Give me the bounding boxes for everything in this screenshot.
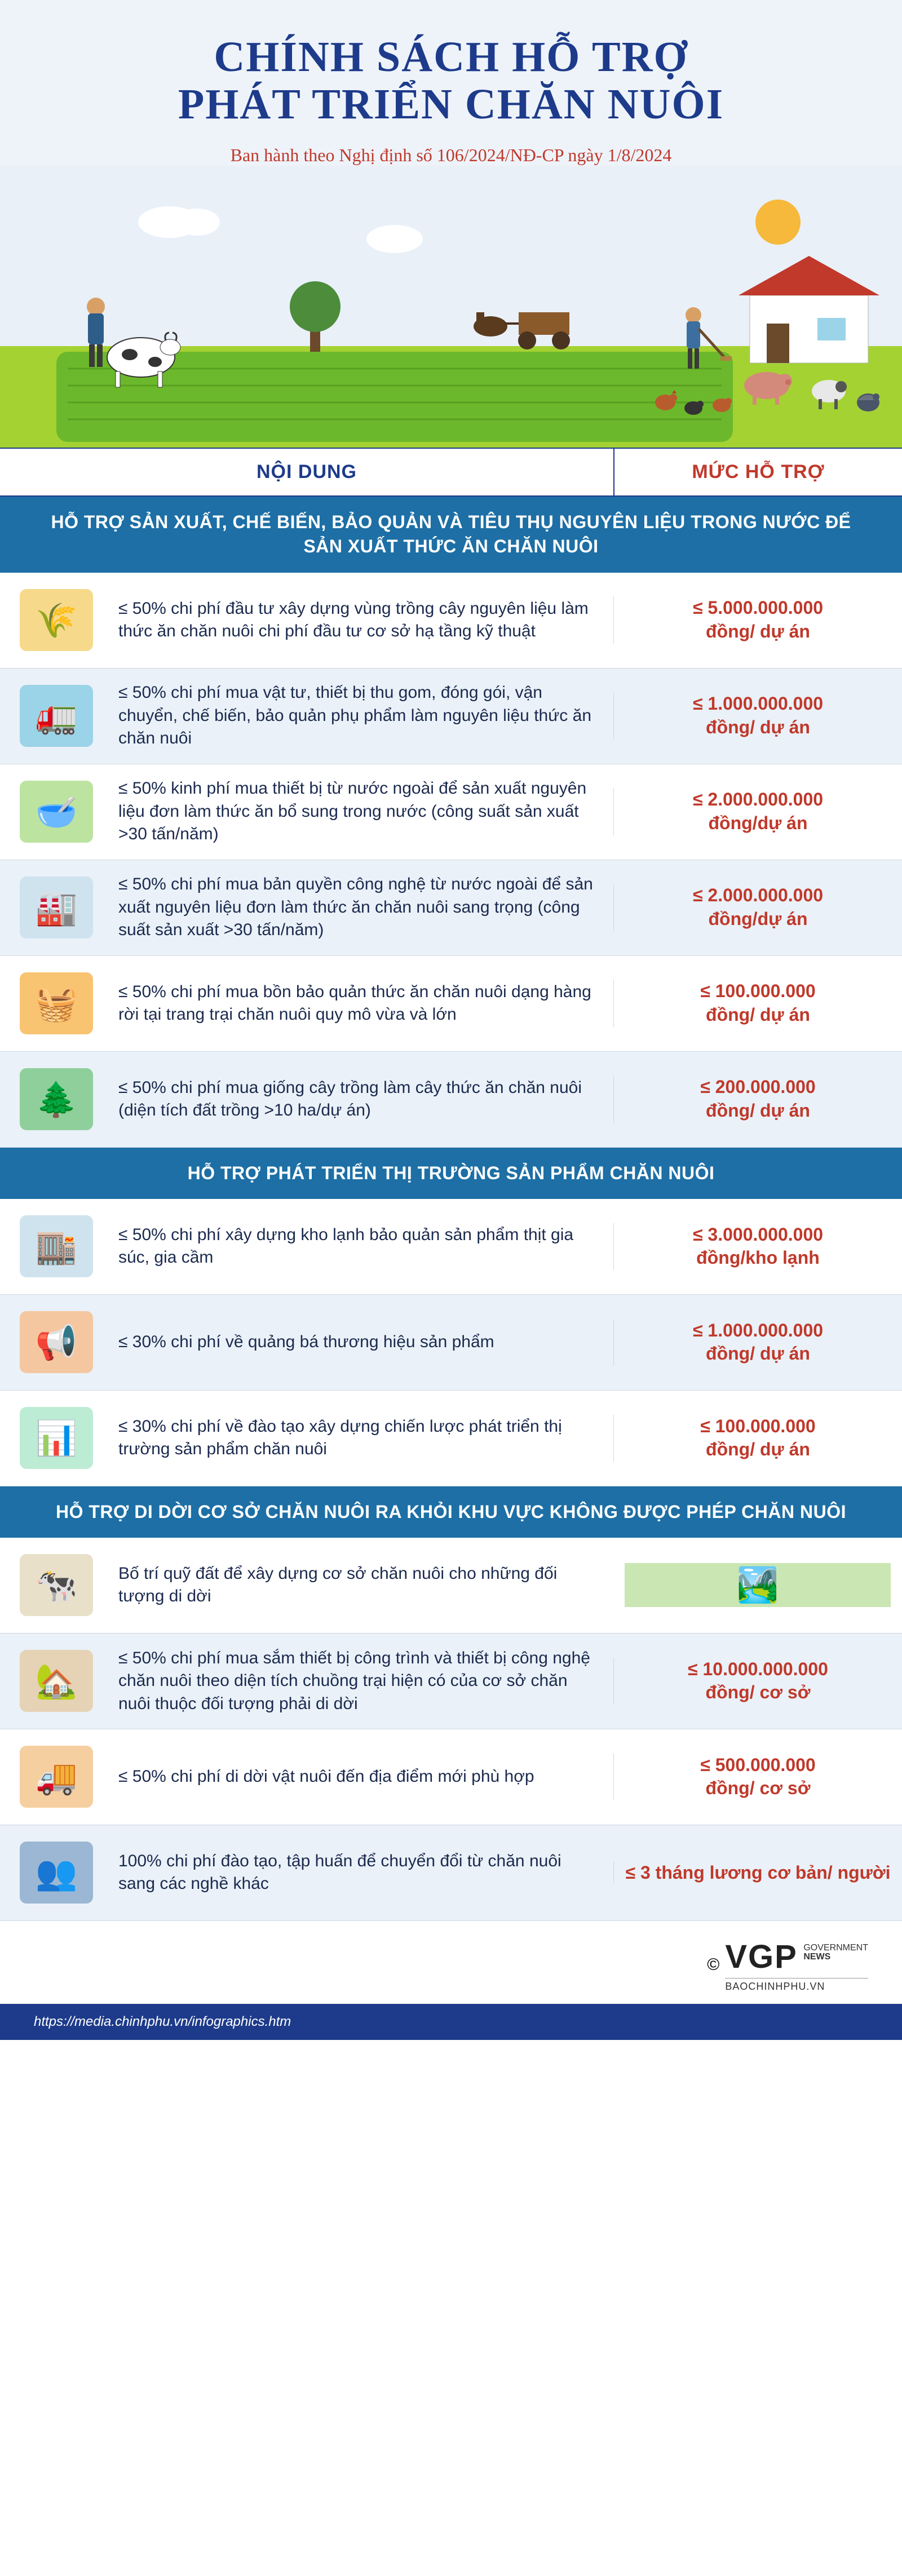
row-icon-cell: 🏭	[0, 877, 113, 939]
row-icon: 📊	[20, 1407, 93, 1469]
row-description: ≤ 50% chi phí xây dựng kho lạnh bảo quản…	[113, 1224, 613, 1269]
footer: © VGP GOVERNMENT NEWS BAOCHINHPHU.VN	[0, 1921, 902, 2004]
row-description: 100% chi phí đào tạo, tập huấn để chuyển…	[113, 1850, 613, 1896]
row-icon: 👥	[20, 1842, 93, 1904]
section-banner: HỖ TRỢ PHÁT TRIỂN THỊ TRƯỜNG SẢN PHẨM CH…	[0, 1148, 902, 1199]
row-icon-cell: 📊	[0, 1407, 113, 1469]
sections-container: HỖ TRỢ SẢN XUẤT, CHẾ BIẾN, BẢO QUẢN VÀ T…	[0, 497, 902, 1921]
row-amount: 🏞️	[613, 1563, 902, 1607]
farm-scene-illustration	[0, 166, 902, 448]
policy-row: 🌲 ≤ 50% chi phí mua giống cây trồng làm c…	[0, 1052, 902, 1148]
policy-row: 👥 100% chi phí đào tạo, tập huấn để chuyể…	[0, 1825, 902, 1921]
brand-tag-1: GOVERNMENT	[803, 1944, 868, 1953]
source-bar: https://media.chinhphu.vn/infographics.h…	[0, 2004, 902, 2040]
policy-row: 🧺 ≤ 50% chi phí mua bồn bảo quản thức ăn …	[0, 956, 902, 1052]
row-description: ≤ 50% chi phí di dời vật nuôi đến địa đi…	[113, 1765, 613, 1789]
row-description: Bố trí quỹ đất để xây dựng cơ sở chăn nu…	[113, 1563, 613, 1608]
policy-row: 🌾 ≤ 50% chi phí đầu tư xây dựng vùng trồn…	[0, 573, 902, 669]
row-icon-cell: 📢	[0, 1311, 113, 1373]
title-line-2: PHÁT TRIỂN CHĂN NUÔI	[178, 81, 724, 128]
row-icon: 🚛	[20, 685, 93, 747]
row-icon: 🧺	[20, 972, 93, 1034]
row-icon-cell: 🐄	[0, 1554, 113, 1616]
row-description: ≤ 50% chi phí mua vật tư, thiết bị thu g…	[113, 681, 613, 750]
main-title: CHÍNH SÁCH HỖ TRỢ PHÁT TRIỂN CHĂN NUÔI	[23, 34, 879, 128]
row-amount: ≤ 1.000.000.000đồng/ dự án	[613, 1319, 902, 1366]
row-icon: 📢	[20, 1311, 93, 1373]
row-amount: ≤ 100.000.000đồng/ dự án	[613, 1415, 902, 1462]
row-description: ≤ 50% chi phí mua giống cây trồng làm câ…	[113, 1077, 613, 1122]
header: CHÍNH SÁCH HỖ TRỢ PHÁT TRIỂN CHĂN NUÔI B…	[0, 0, 902, 166]
row-icon: 🏬	[20, 1215, 93, 1277]
row-description: ≤ 50% chi phí mua sắm thiết bị công trìn…	[113, 1647, 613, 1716]
row-icon: 🌾	[20, 589, 93, 651]
source-url: https://media.chinhphu.vn/infographics.h…	[34, 2014, 291, 2029]
row-description: ≤ 50% chi phí đầu tư xây dựng vùng trồng…	[113, 597, 613, 643]
policy-row: 🏬 ≤ 50% chi phí xây dựng kho lạnh bảo quả…	[0, 1199, 902, 1295]
row-amount: ≤ 2.000.000.000đồng/dự án	[613, 788, 902, 835]
policy-row: 🐄 Bố trí quỹ đất để xây dựng cơ sở chăn n…	[0, 1538, 902, 1634]
section-banner: HỖ TRỢ SẢN XUẤT, CHẾ BIẾN, BẢO QUẢN VÀ T…	[0, 497, 902, 572]
infographic-page: CHÍNH SÁCH HỖ TRỢ PHÁT TRIỂN CHĂN NUÔI B…	[0, 0, 902, 2040]
col-header-amount: MỨC HỖ TRỢ	[613, 449, 902, 495]
row-description: ≤ 50% chi phí mua bản quyền công nghệ từ…	[113, 873, 613, 942]
column-header: NỘI DUNG MỨC HỖ TRỢ	[0, 448, 902, 497]
farm-scene-svg	[0, 166, 902, 448]
row-amount: ≤ 10.000.000.000đồng/ cơ sở	[613, 1658, 902, 1705]
subtitle: Ban hành theo Nghị định số 106/2024/NĐ-C…	[23, 145, 879, 166]
policy-row: 🚚 ≤ 50% chi phí di dời vật nuôi đến địa đ…	[0, 1729, 902, 1825]
policy-row: 🏭 ≤ 50% chi phí mua bản quyền công nghệ t…	[0, 860, 902, 956]
row-amount: ≤ 100.000.000đồng/ dự án	[613, 980, 902, 1026]
brand-site: BAOCHINHPHU.VN	[725, 1978, 868, 1993]
policy-row: 🏡 ≤ 50% chi phí mua sắm thiết bị công trì…	[0, 1634, 902, 1729]
row-icon-cell: 🥣	[0, 781, 113, 843]
row-amount: ≤ 3 tháng lương cơ bản/ người	[613, 1861, 902, 1885]
policy-row: 📊 ≤ 30% chi phí về đào tạo xây dựng chiến…	[0, 1391, 902, 1486]
copyright-symbol: ©	[707, 1955, 719, 1975]
row-icon: 🏡	[20, 1650, 93, 1712]
row-icon: 🥣	[20, 781, 93, 843]
row-description: ≤ 30% chi phí về đào tạo xây dựng chiến …	[113, 1415, 613, 1461]
row-icon: 🏭	[20, 877, 93, 939]
row-icon-cell: 🧺	[0, 972, 113, 1034]
amount-illustration-icon: 🏞️	[625, 1563, 891, 1607]
brand-tag-2: NEWS	[803, 1953, 868, 1962]
row-icon-cell: 🌲	[0, 1068, 113, 1130]
row-icon-cell: 👥	[0, 1842, 113, 1904]
row-icon-cell: 🏬	[0, 1215, 113, 1277]
row-icon-cell: 🚛	[0, 685, 113, 747]
col-header-content: NỘI DUNG	[0, 449, 613, 495]
section-banner: HỖ TRỢ DI DỜI CƠ SỞ CHĂN NUÔI RA KHỎI KH…	[0, 1486, 902, 1538]
title-line-1: CHÍNH SÁCH HỖ TRỢ	[214, 33, 688, 81]
row-icon: 🐄	[20, 1554, 93, 1616]
row-amount: ≤ 1.000.000.000đồng/ dự án	[613, 692, 902, 739]
row-icon: 🚚	[20, 1746, 93, 1808]
policy-row: 🥣 ≤ 50% kinh phí mua thiết bị từ nước ngo…	[0, 764, 902, 860]
row-icon: 🌲	[20, 1068, 93, 1130]
brand-name: VGP	[725, 1938, 798, 1975]
row-amount: ≤ 5.000.000.000đồng/ dự án	[613, 596, 902, 643]
row-description: ≤ 50% kinh phí mua thiết bị từ nước ngoà…	[113, 777, 613, 846]
row-icon-cell: 🌾	[0, 589, 113, 651]
row-icon-cell: 🚚	[0, 1746, 113, 1808]
row-description: ≤ 30% chi phí về quảng bá thương hiệu sả…	[113, 1331, 613, 1354]
policy-row: 📢 ≤ 30% chi phí về quảng bá thương hiệu s…	[0, 1295, 902, 1391]
row-icon-cell: 🏡	[0, 1650, 113, 1712]
row-description: ≤ 50% chi phí mua bồn bảo quản thức ăn c…	[113, 981, 613, 1026]
row-amount: ≤ 2.000.000.000đồng/dự án	[613, 884, 902, 931]
policy-row: 🚛 ≤ 50% chi phí mua vật tư, thiết bị thu …	[0, 669, 902, 764]
brand-block: VGP GOVERNMENT NEWS BAOCHINHPHU.VN	[725, 1938, 868, 1993]
row-amount: ≤ 500.000.000đồng/ cơ sở	[613, 1754, 902, 1800]
row-amount: ≤ 3.000.000.000đồng/kho lạnh	[613, 1223, 902, 1270]
row-amount: ≤ 200.000.000đồng/ dự án	[613, 1075, 902, 1122]
